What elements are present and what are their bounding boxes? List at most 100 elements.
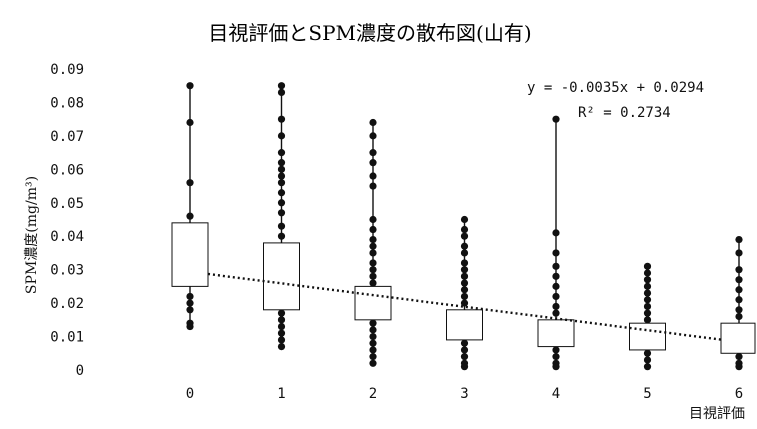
data-point [552,262,560,270]
data-point [369,235,377,244]
box-rect [720,322,756,354]
data-point [460,259,469,267]
point-series [186,82,743,371]
data-point [369,319,377,327]
data-point [369,279,377,287]
data-point [277,342,286,351]
box-rect [629,322,666,351]
data-point [277,199,286,207]
data-point [186,212,194,220]
data-point [186,179,194,187]
data-point [277,222,286,230]
data-point [552,309,560,317]
data-point [277,322,286,331]
data-point [643,289,652,297]
data-point [277,149,286,157]
data-point [277,336,286,344]
data-point [186,82,194,90]
x-tick-label: 3 [460,386,468,402]
data-point [552,292,560,301]
y-tick-label: 0.07 [50,129,84,145]
data-point [460,363,469,371]
data-point [460,249,469,257]
trendline [207,272,722,341]
y-tick-label: 0.04 [50,229,84,245]
data-point [552,353,560,361]
data-point [369,182,377,190]
data-point [369,132,377,140]
data-point [186,306,194,314]
y-axis-ticks: 0 0.01 0.02 0.03 0.04 0.05 0.06 0.07 0.08 0.09 [50,62,84,379]
data-point [735,286,743,294]
r-squared-label: R² = 0.2734 [578,105,671,121]
data-point [552,302,560,311]
data-point [552,249,560,257]
x-tick-label: 6 [735,386,743,402]
data-point [369,225,377,234]
box-rect [446,309,483,341]
data-point [369,353,377,361]
data-point [460,225,469,234]
data-point [369,159,377,167]
box-rect [263,242,300,311]
data-point [643,302,652,311]
data-point [460,339,469,347]
data-point [369,339,377,347]
data-point [369,172,377,180]
data-point [735,235,743,244]
data-point [369,332,377,341]
data-point [460,232,469,240]
x-axis-ticks: 0 1 2 3 4 5 6 [186,386,743,402]
data-point [643,309,652,317]
data-point [369,266,377,274]
data-point [643,316,652,324]
data-point [552,363,560,371]
data-point [369,118,377,127]
data-point [460,299,469,307]
data-point [277,179,286,187]
data-point [643,262,652,270]
data-point [369,272,377,280]
data-point [460,346,469,354]
data-point [643,269,652,277]
data-point [735,296,743,304]
data-point [277,159,286,167]
y-tick-label: 0.03 [50,263,84,279]
box-rect [537,319,575,348]
data-point [277,232,286,240]
data-point [277,309,286,317]
data-point [369,242,377,250]
y-axis-label: SPM濃度(mg/m³) [24,176,40,294]
data-point [735,363,743,371]
data-point [369,149,377,157]
data-point [369,346,377,354]
data-point [460,353,469,361]
data-point [735,312,743,321]
data-point [735,353,743,361]
data-point [643,282,652,290]
data-point [643,296,652,304]
data-point [735,249,743,257]
data-point [552,229,560,237]
y-tick-label: 0.01 [50,330,84,346]
data-point [277,115,286,123]
data-point [735,306,743,314]
y-tick-label: 0.06 [50,162,84,178]
data-point [369,215,377,224]
data-point [277,165,286,173]
data-point [277,132,286,140]
x-tick-label: 0 [186,386,194,402]
data-point [277,82,286,90]
data-point [643,356,652,364]
data-point [643,363,652,371]
data-point [460,279,469,287]
x-tick-label: 4 [552,386,560,402]
y-tick-label: 0.08 [50,95,84,111]
data-point [552,282,560,290]
data-point [369,259,377,267]
y-tick-label: 0.09 [50,62,84,78]
data-point [277,172,286,180]
data-point [369,326,377,334]
trendline-equation: y = -0.0035x + 0.0294 [527,80,704,96]
